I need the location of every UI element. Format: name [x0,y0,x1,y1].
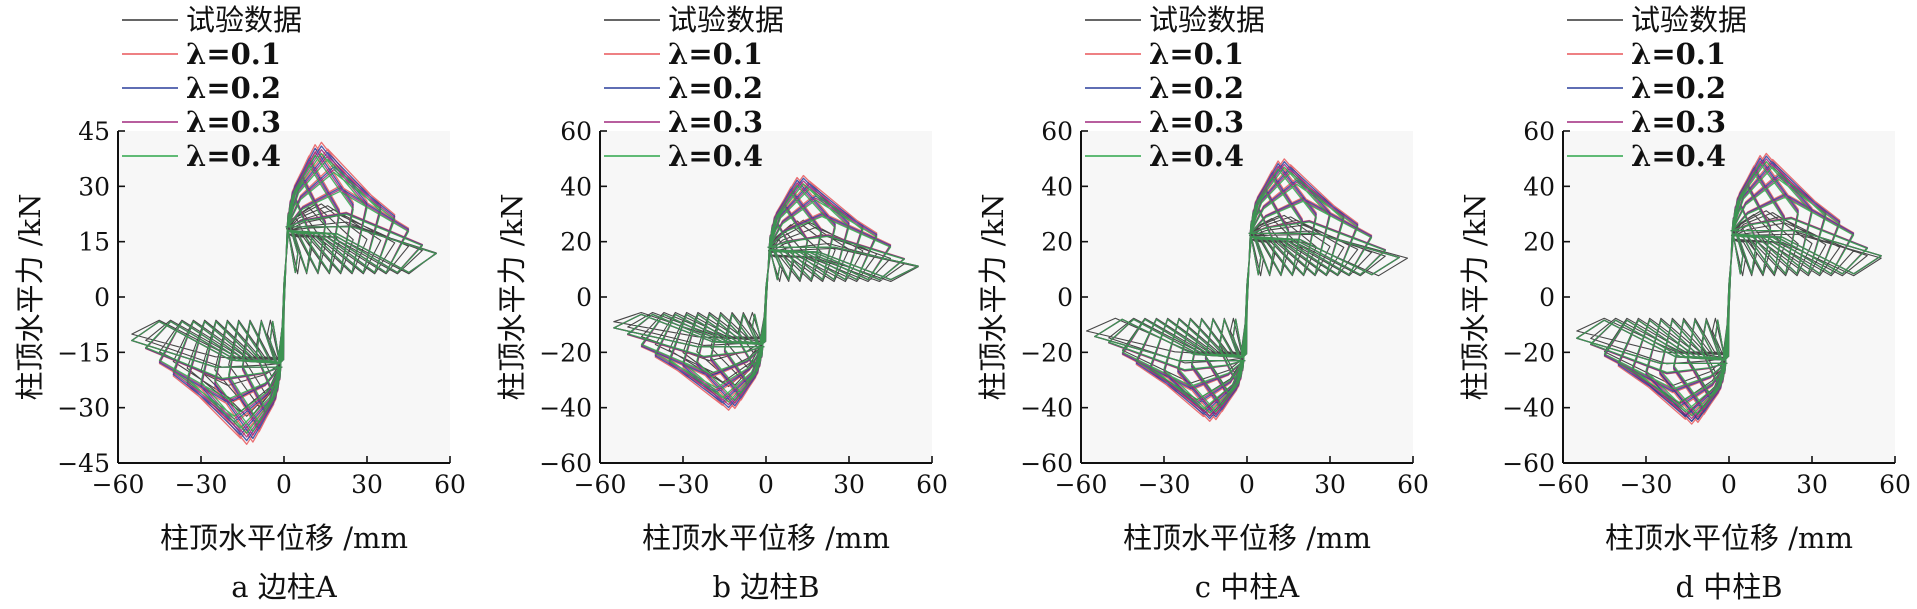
x-tick-label: −30 [175,470,228,499]
y-tick-label: 0 [1539,283,1555,312]
x-tick-label: 60 [916,470,948,499]
x-axis-title: 柱顶水平位移 /mm [642,521,890,555]
y-tick-label: 0 [576,283,592,312]
y-tick-label: −15 [57,338,110,367]
legend-label: λ=0.4 [668,139,763,173]
y-axis-title: 柱顶水平力 /kN [976,194,1010,401]
y-tick-label: −30 [57,394,110,423]
legend-label: 试验数据 [186,3,302,37]
legend-label: λ=0.1 [1149,37,1244,71]
legend-label: λ=0.4 [1149,139,1244,173]
legend-label: λ=0.4 [186,139,281,173]
y-tick-label: 20 [560,228,592,257]
y-tick-label: 20 [1523,228,1555,257]
y-tick-label: 40 [1523,172,1555,201]
y-tick-label: 0 [1057,283,1073,312]
legend-label: λ=0.2 [1149,71,1244,105]
y-tick-label: −60 [1502,449,1555,478]
x-axis-title: 柱顶水平位移 /mm [1605,521,1853,555]
x-tick-label: 0 [1239,470,1255,499]
y-tick-label: 0 [94,283,110,312]
legend-label: λ=0.2 [1631,71,1726,105]
x-axis-title: 柱顶水平位移 /mm [1123,521,1371,555]
legend-label: λ=0.2 [668,71,763,105]
legend-label: λ=0.3 [668,105,763,139]
chart-panel-4: −60 −40 −20 0 20 40 60 −60 −30 0 30 60 柱顶水平位移 /mm 柱顶水… [1458,3,1911,604]
series-lambda-4 [613,183,919,403]
legend-label: λ=0.4 [1631,139,1726,173]
curves [131,141,437,445]
x-tick-label: 0 [1721,470,1737,499]
legend-label: λ=0.1 [668,37,763,71]
chart-panel-3: −60 −40 −20 0 20 40 60 −60 −30 0 30 60 柱顶水平位移 /mm 柱顶水… [976,3,1429,604]
y-tick-label: −60 [539,449,592,478]
panel-caption: d 中柱B [1675,570,1782,604]
series-lambda-4 [1094,166,1400,414]
x-tick-label: −60 [1537,470,1590,499]
y-tick-label: 20 [1041,228,1073,257]
series-lambda-4 [131,152,437,434]
x-tick-label: 30 [351,470,383,499]
legend-label: λ=0.1 [1631,37,1726,71]
legend-label: λ=0.3 [1631,105,1726,139]
y-tick-label: −20 [1502,338,1555,367]
x-tick-label: 0 [758,470,774,499]
x-tick-label: 60 [1879,470,1911,499]
legend-label: 试验数据 [1631,3,1747,37]
y-tick-label: 60 [1041,117,1073,146]
legend-label: λ=0.2 [186,71,281,105]
panel-caption: b 边柱B [712,570,819,604]
series-lambda-4 [1576,160,1882,417]
y-tick-label: −45 [57,449,110,478]
y-axis-title: 柱顶水平力 /kN [13,194,47,401]
x-tick-label: 60 [1397,470,1429,499]
legend-label: λ=0.3 [186,105,281,139]
legend-label: λ=0.1 [186,37,281,71]
legend-label: 试验数据 [1149,3,1265,37]
y-tick-label: 60 [560,117,592,146]
x-axis-title: 柱顶水平位移 /mm [160,521,408,555]
curves [1085,158,1409,422]
y-tick-label: −40 [1020,394,1073,423]
y-axis-title: 柱顶水平力 /kN [1458,194,1492,401]
chart-panel-2: −60 −40 −20 0 20 40 60 −60 −30 0 30 60 柱顶水平位移 /mm 柱顶水… [495,3,948,604]
x-tick-label: −30 [657,470,710,499]
y-tick-label: −40 [1502,394,1555,423]
x-tick-label: −60 [1055,470,1108,499]
x-tick-label: −60 [92,470,145,499]
x-tick-label: 30 [833,470,865,499]
x-tick-label: 0 [276,470,292,499]
x-tick-label: 30 [1314,470,1346,499]
chart-panel-1: −45 −30 −15 0 15 30 45 −60 −30 0 30 60 柱顶水平位移 /mm 柱顶水… [13,3,466,604]
y-tick-label: −40 [539,394,592,423]
y-tick-label: −60 [1020,449,1073,478]
x-tick-label: 30 [1796,470,1828,499]
x-tick-label: −30 [1138,470,1191,499]
y-tick-label: 60 [1523,117,1555,146]
legend-label: λ=0.3 [1149,105,1244,139]
y-tick-label: 40 [560,172,592,201]
curves [613,174,919,411]
y-tick-label: 15 [78,228,110,257]
x-tick-label: −60 [574,470,627,499]
x-tick-label: 60 [434,470,466,499]
panel-caption: a 边柱A [231,570,338,604]
panel-caption: c 中柱A [1195,570,1300,604]
curves [1576,152,1882,425]
x-tick-label: −30 [1620,470,1673,499]
y-tick-label: −20 [1020,338,1073,367]
y-tick-label: 45 [78,117,110,146]
y-tick-label: 40 [1041,172,1073,201]
y-tick-label: 30 [78,172,110,201]
y-tick-label: −20 [539,338,592,367]
y-axis-title: 柱顶水平力 /kN [495,194,529,401]
legend-label: 试验数据 [668,3,784,37]
